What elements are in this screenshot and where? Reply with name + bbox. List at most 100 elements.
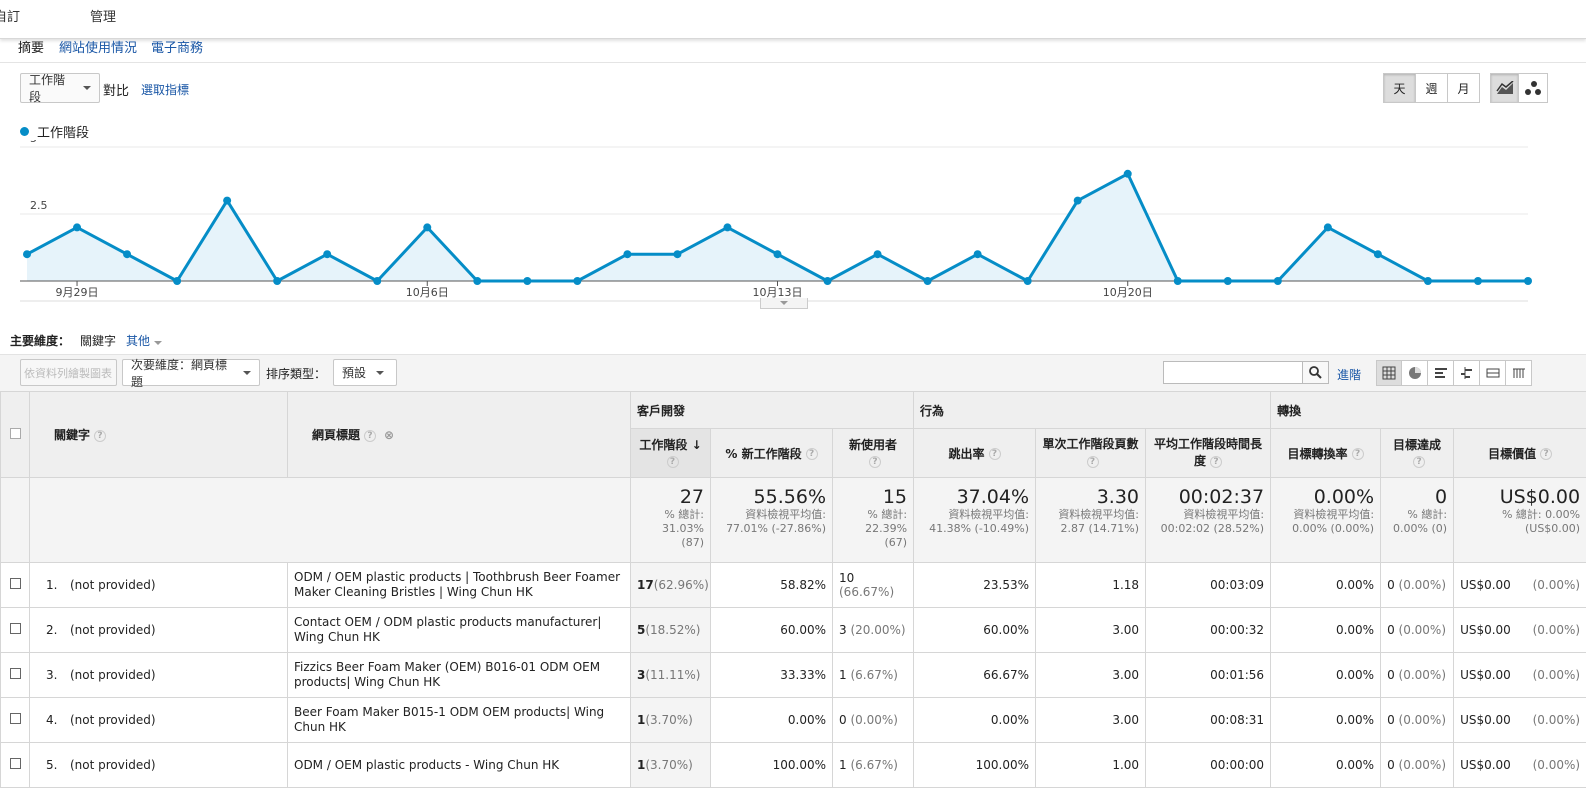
keyword-link[interactable]: (not provided) xyxy=(70,623,156,637)
help-icon[interactable]: ? xyxy=(806,448,818,460)
keyword-link[interactable]: (not provided) xyxy=(70,713,156,727)
row-checkbox[interactable] xyxy=(10,758,21,769)
dimension-keyword[interactable]: 關鍵字 xyxy=(80,332,116,349)
chart-collapse-handle[interactable] xyxy=(760,298,808,309)
tab-ecommerce[interactable]: 電子商務 xyxy=(151,37,203,56)
data-point xyxy=(23,250,31,258)
pages-cell: 1.00 xyxy=(1036,743,1146,788)
conv-rate-cell: 0.00% xyxy=(1271,608,1381,653)
week-button[interactable]: 週 xyxy=(1416,73,1448,103)
granularity-group: 天 週 月 xyxy=(1383,73,1480,103)
page-title-cell[interactable]: ODM / OEM plastic products - Wing Chun H… xyxy=(288,743,631,788)
total-completions: 0% 總計:0.00% (0) xyxy=(1381,478,1454,563)
keyword-link[interactable]: (not provided) xyxy=(70,578,156,592)
new-sessions-cell: 60.00% xyxy=(711,608,833,653)
nav-customize[interactable]: 自訂 xyxy=(0,6,20,25)
col-header-value[interactable]: 目標價值? xyxy=(1454,429,1586,478)
help-icon[interactable]: ? xyxy=(94,430,106,442)
row-checkbox[interactable] xyxy=(10,578,21,589)
completions-cell: 0 (0.00%) xyxy=(1381,653,1454,698)
table-search-input[interactable] xyxy=(1163,361,1303,384)
month-button[interactable]: 月 xyxy=(1448,73,1480,103)
search-button[interactable] xyxy=(1302,361,1329,384)
page-title-cell[interactable]: ODM / OEM plastic products | Toothbrush … xyxy=(288,563,631,608)
col-header-completions[interactable]: 目標達成? xyxy=(1381,429,1454,478)
line-chart-icon xyxy=(1496,81,1514,95)
total-new-sessions: 55.56%資料檢視平均值:77.01% (-27.86%) xyxy=(711,478,833,563)
keyword-link[interactable]: (not provided) xyxy=(70,758,156,772)
legend-dot-icon xyxy=(20,127,29,136)
term-cloud-view-button[interactable] xyxy=(1480,360,1506,386)
new-users-cell: 1 (6.67%) xyxy=(833,743,914,788)
metric-select[interactable]: 工作階段 xyxy=(20,73,100,103)
line-chart-button[interactable] xyxy=(1490,73,1519,103)
row-checkbox[interactable] xyxy=(10,623,21,634)
total-conv-rate: 0.00%資料檢視平均值:0.00% (0.00%) xyxy=(1271,478,1381,563)
nav-admin[interactable]: 管理 xyxy=(90,6,116,25)
dimension-selector: 主要維度： 關鍵字 其他 xyxy=(10,332,162,349)
pick-metric-link[interactable]: 選取指標 xyxy=(141,81,189,98)
dimension-other[interactable]: 其他 xyxy=(126,332,162,349)
help-icon[interactable]: ? xyxy=(869,456,881,468)
comparison-icon xyxy=(1460,366,1474,380)
pages-cell: 1.18 xyxy=(1036,563,1146,608)
col-header-conv-rate[interactable]: 目標轉換率? xyxy=(1271,429,1381,478)
tab-site-usage[interactable]: 網站使用情況 xyxy=(59,37,137,56)
data-table-view-button[interactable] xyxy=(1376,360,1402,386)
pages-cell: 3.00 xyxy=(1036,653,1146,698)
row-checkbox[interactable] xyxy=(10,713,21,724)
pie-icon xyxy=(1408,366,1422,380)
conv-rate-cell: 0.00% xyxy=(1271,653,1381,698)
day-button[interactable]: 天 xyxy=(1383,73,1416,103)
page-title-cell[interactable]: Fizzics Beer Foam Maker (OEM) B016-01 OD… xyxy=(288,653,631,698)
series-area xyxy=(27,174,1528,281)
col-header-sessions[interactable]: 工作階段 ↓? xyxy=(631,429,711,478)
col-header-pages[interactable]: 單次工作階段頁數? xyxy=(1036,429,1146,478)
y-tick-label: 5 xyxy=(30,140,37,145)
help-icon[interactable]: ? xyxy=(1540,448,1552,460)
help-icon[interactable]: ? xyxy=(667,456,679,468)
table-row: 2.(not provided)Contact OEM / ODM plasti… xyxy=(1,608,1586,653)
data-point xyxy=(323,250,331,258)
duration-cell: 00:00:32 xyxy=(1146,608,1271,653)
pivot-view-button[interactable] xyxy=(1506,360,1532,386)
help-icon[interactable]: ? xyxy=(1413,456,1425,468)
page-title-cell[interactable]: Beer Foam Maker B015-1 ODM OEM products|… xyxy=(288,698,631,743)
col-header-keyword[interactable]: 關鍵字? xyxy=(30,392,288,478)
col-header-duration[interactable]: 平均工作階段時間長度? xyxy=(1146,429,1271,478)
new-users-cell: 1 (6.67%) xyxy=(833,653,914,698)
secondary-dimension-select[interactable]: 次要維度：網頁標題 xyxy=(122,359,260,386)
bubble-chart-icon xyxy=(1524,80,1542,96)
chevron-down-icon xyxy=(780,301,788,305)
help-icon[interactable]: ? xyxy=(1210,456,1222,468)
new-users-cell: 0 (0.00%) xyxy=(833,698,914,743)
help-icon[interactable]: ? xyxy=(1352,448,1364,460)
plot-rows-button[interactable]: 依資料列繪製圖表 xyxy=(20,359,117,386)
data-point xyxy=(874,250,882,258)
data-point xyxy=(1474,277,1482,285)
motion-chart-button[interactable] xyxy=(1519,73,1548,103)
help-icon[interactable]: ? xyxy=(989,448,1001,460)
col-header-page-title[interactable]: 網頁標題?⊗ xyxy=(288,392,631,478)
data-point xyxy=(1374,250,1382,258)
page-title-cell[interactable]: Contact OEM / ODM plastic products manuf… xyxy=(288,608,631,653)
chevron-down-icon xyxy=(376,371,384,375)
help-icon[interactable]: ? xyxy=(1087,456,1099,468)
advanced-filter-link[interactable]: 進階 xyxy=(1337,366,1361,383)
select-all-checkbox[interactable] xyxy=(10,428,21,439)
performance-view-button[interactable] xyxy=(1428,360,1454,386)
row-index: 5. xyxy=(46,758,70,772)
tab-summary[interactable]: 摘要 xyxy=(18,37,44,56)
legend-label: 工作階段 xyxy=(37,122,89,141)
col-header-new-users[interactable]: 新使用者? xyxy=(833,429,914,478)
row-checkbox[interactable] xyxy=(10,668,21,679)
col-header-new-sessions[interactable]: % 新工作階段? xyxy=(711,429,833,478)
sort-type-select[interactable]: 預設 xyxy=(333,359,397,386)
pie-view-button[interactable] xyxy=(1402,360,1428,386)
remove-dimension-icon[interactable]: ⊗ xyxy=(384,428,394,442)
keyword-link[interactable]: (not provided) xyxy=(70,668,156,682)
arrow-down-icon: ↓ xyxy=(692,438,702,452)
help-icon[interactable]: ? xyxy=(364,430,376,442)
comparison-view-button[interactable] xyxy=(1454,360,1480,386)
col-header-bounce[interactable]: 跳出率? xyxy=(914,429,1036,478)
